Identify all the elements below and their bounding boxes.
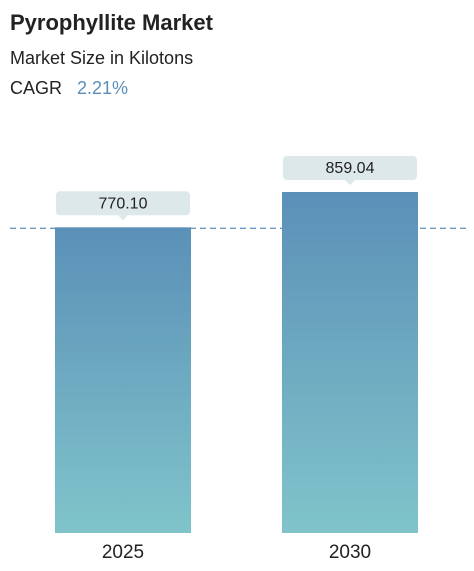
value-label-pointer: [345, 180, 355, 185]
x-tick-label: 2030: [329, 542, 371, 563]
value-label-box: [283, 156, 417, 180]
chart-subtitle: Market Size in Kilotons: [10, 48, 193, 68]
bar: [282, 192, 418, 533]
bar: [55, 227, 191, 533]
x-tick-label: 2025: [102, 542, 144, 563]
value-label: 770.10: [99, 196, 148, 213]
cagr-label: CAGR: [10, 78, 62, 98]
value-label-pointer: [118, 215, 128, 221]
chart-title: Pyrophyllite Market: [10, 10, 214, 35]
cagr-value: 2.21%: [77, 78, 128, 98]
value-label: 859.04: [326, 160, 375, 177]
value-label-box: [56, 191, 190, 216]
